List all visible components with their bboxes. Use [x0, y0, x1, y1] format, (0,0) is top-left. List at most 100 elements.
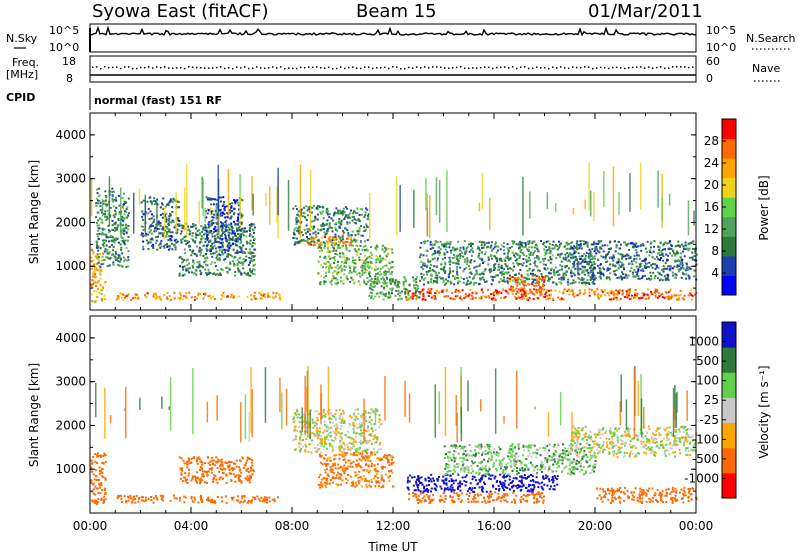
heatmap-cell	[592, 269, 595, 272]
heatmap-cell	[94, 453, 97, 456]
heatmap-cell	[621, 276, 624, 279]
heatmap-cell	[344, 216, 347, 219]
heatmap-cell	[312, 244, 315, 247]
heatmap-cell	[349, 269, 352, 272]
heatmap-cell	[503, 252, 506, 255]
heatmap-cell	[677, 244, 680, 247]
heatmap-cell	[410, 295, 413, 298]
heatmap-cell	[445, 278, 448, 281]
heatmap-cell	[216, 233, 219, 236]
heatmap-cell	[210, 468, 213, 471]
heatmap-cell	[181, 226, 184, 229]
heatmap-cell	[185, 478, 188, 481]
heatmap-cell	[617, 290, 620, 293]
heatmap-cell	[111, 219, 114, 222]
heatmap-cell	[369, 265, 372, 268]
heatmap-cell	[165, 218, 168, 221]
heatmap-cell	[114, 198, 117, 200]
heatmap-cell	[422, 288, 425, 291]
freq-dot	[560, 66, 562, 68]
heatmap-cell	[445, 243, 448, 246]
heatmap-cell	[359, 275, 362, 278]
heatmap-cell	[340, 280, 343, 283]
heatmap-cell	[243, 230, 246, 233]
heatmap-cell	[151, 237, 153, 240]
heatmap-cell	[130, 298, 133, 301]
heatmap-cell	[166, 243, 168, 245]
colorbar-segment	[722, 177, 736, 198]
heatmap-cell	[590, 253, 593, 256]
heatmap-cell	[518, 282, 521, 285]
heatmap-cell	[188, 230, 191, 233]
heatmap-cell	[162, 494, 165, 497]
heatmap-cell	[430, 292, 432, 295]
heatmap-cell	[298, 442, 300, 445]
heatmap-cell	[170, 235, 173, 237]
heatmap-streak	[184, 187, 186, 231]
freq-dot	[172, 67, 174, 69]
heatmap-cell	[214, 230, 217, 233]
heatmap-cell	[455, 268, 458, 271]
heatmap-streak	[369, 192, 371, 240]
heatmap-cell	[160, 239, 163, 242]
heatmap-cell	[591, 248, 594, 250]
heatmap-cell	[337, 271, 340, 274]
heatmap-cell	[339, 255, 341, 258]
heatmap-cell	[333, 211, 336, 214]
heatmap-cell	[140, 225, 143, 228]
heatmap-cell	[228, 469, 231, 471]
heatmap-cell	[154, 297, 157, 300]
heatmap-cell	[125, 500, 127, 503]
freq-dot	[440, 66, 442, 68]
heatmap-cell	[231, 255, 234, 258]
heatmap-cell	[649, 271, 652, 274]
heatmap-cell	[408, 283, 411, 286]
heatmap-cell	[232, 238, 235, 241]
heatmap-cell	[468, 293, 471, 296]
heatmap-streak	[227, 168, 230, 216]
heatmap-cell	[202, 266, 204, 269]
heatmap-cell	[91, 260, 93, 263]
heatmap-cell	[582, 292, 585, 295]
heatmap-cell	[597, 250, 600, 253]
heatmap-cell	[226, 215, 229, 218]
heatmap-cell	[123, 200, 126, 203]
heatmap-cell	[243, 495, 246, 498]
heatmap-cell	[371, 291, 374, 294]
heatmap-cell	[123, 260, 126, 263]
heatmap-cell	[337, 210, 340, 213]
heatmap-cell	[586, 279, 589, 282]
heatmap-cell	[329, 264, 332, 267]
freq-dot	[376, 67, 378, 69]
heatmap-cell	[430, 281, 433, 284]
heatmap-cell	[462, 278, 465, 280]
heatmap-cell	[97, 498, 100, 500]
heatmap-cell	[486, 246, 489, 249]
heatmap-cell	[535, 284, 538, 287]
heatmap-cell	[136, 293, 139, 296]
heatmap-cell	[442, 281, 445, 284]
heatmap-cell	[617, 252, 620, 255]
heatmap-cell	[179, 265, 181, 268]
heatmap-cell	[237, 226, 240, 229]
heatmap-cell	[236, 199, 239, 202]
freq-dot	[468, 67, 470, 70]
heatmap-cell	[343, 265, 346, 268]
heatmap-cell	[237, 216, 239, 219]
heatmap-cell	[445, 288, 448, 291]
heatmap-cell	[189, 267, 192, 269]
heatmap-cell	[533, 257, 536, 260]
heatmap-cell	[320, 264, 322, 267]
heatmap-cell	[346, 240, 349, 243]
heatmap-cell	[500, 264, 503, 267]
heatmap-cell	[233, 220, 236, 223]
heatmap-cell	[396, 282, 399, 285]
heatmap-cell	[522, 258, 525, 260]
heatmap-cell	[306, 228, 309, 231]
heatmap-cell	[593, 263, 596, 266]
heatmap-cell	[330, 278, 333, 281]
heatmap-cell	[95, 202, 98, 205]
heatmap-cell	[127, 495, 129, 498]
heatmap-cell	[591, 258, 594, 260]
heatmap-cell	[318, 448, 321, 451]
